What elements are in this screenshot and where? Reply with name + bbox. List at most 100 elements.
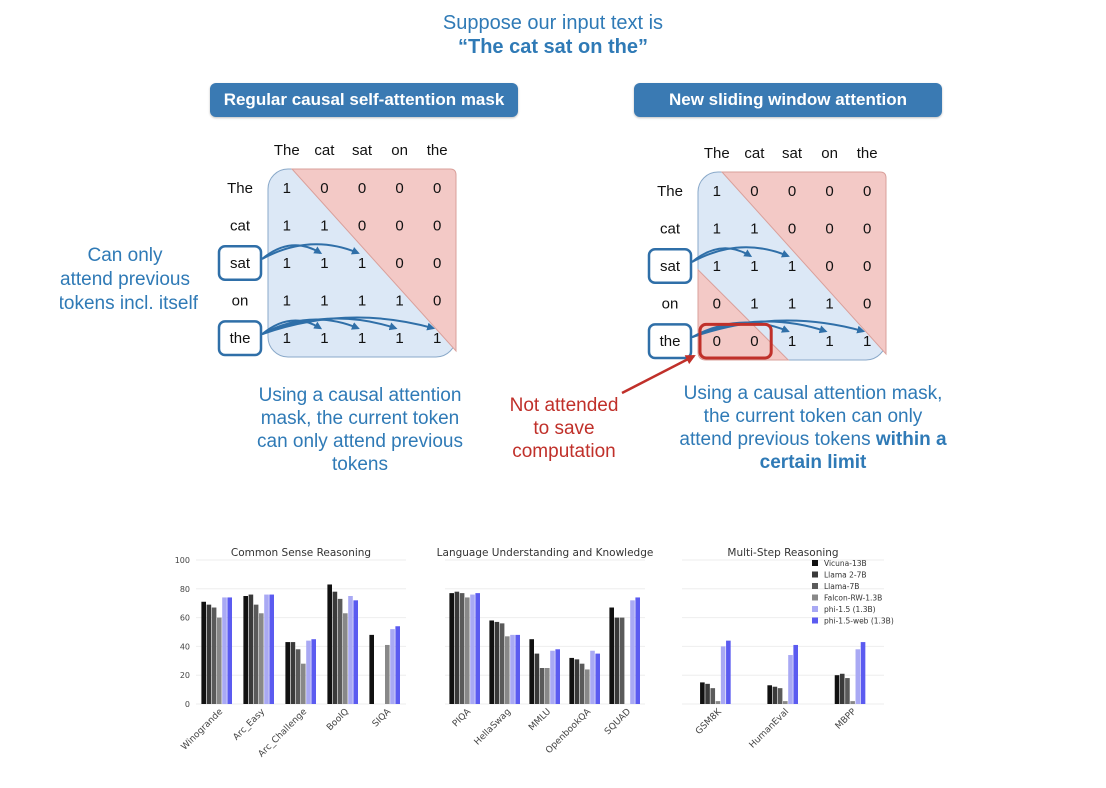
legend-swatch [812, 594, 818, 601]
right-cell-value: 1 [788, 296, 796, 313]
y-tick-label: 80 [180, 585, 190, 594]
not-attended-note-line-1: Not attended [509, 395, 619, 416]
bar-undefined [630, 600, 635, 704]
bar-vicuna-13b [327, 584, 332, 704]
bar-undefined [772, 686, 778, 704]
bar-undefined [700, 682, 705, 704]
bar-phi-1-5-1-3b- [348, 596, 353, 704]
left-col-label: The [274, 142, 300, 159]
left-caption-line-4: tokens [332, 454, 388, 475]
right-panel-title: New sliding window attention [634, 83, 942, 117]
bar-undefined [555, 649, 560, 704]
bar-undefined [539, 668, 545, 704]
left-cell-value: 1 [320, 330, 328, 347]
left-cell-value: 1 [283, 255, 291, 272]
left-cell-value: 0 [433, 180, 441, 197]
legend-swatch [812, 583, 818, 589]
bar-undefined [855, 649, 861, 704]
legend-swatch [812, 606, 818, 612]
right-cell-value: 1 [713, 220, 721, 237]
left-row-label: on [232, 293, 249, 310]
right-row-label: cat [660, 220, 681, 237]
left-cell-value: 1 [358, 330, 366, 347]
legend-swatch [812, 571, 818, 578]
right-cell-value: 1 [863, 333, 871, 350]
page-title: Suppose our input text is [442, 12, 664, 34]
chart-title: Multi-Step Reasoning [727, 547, 838, 559]
right-cell-value: 0 [713, 333, 721, 350]
left-attend-arrow [261, 316, 436, 336]
x-tick-label: MBPP [834, 707, 859, 732]
left-cell-value: 1 [395, 330, 403, 347]
left-cell-value: 1 [320, 293, 328, 310]
right-cell-value: 1 [825, 296, 833, 313]
bar-phi-1-5-1-3b- [264, 594, 269, 704]
bar-vicuna-13b [201, 601, 206, 704]
bar-phi-1-5-1-3b- [306, 640, 311, 704]
bar-undefined [459, 593, 465, 704]
left-masked-triangle [290, 168, 457, 353]
x-tick-label: BoolQ [325, 707, 351, 733]
bar-phi-1-5-web-1-3b- [227, 597, 232, 704]
left-cell-value: 0 [433, 293, 441, 310]
right-row-label: the [660, 333, 681, 350]
bar-undefined [614, 617, 620, 704]
left-attend-arrow [261, 319, 323, 335]
side-note-line-1: Can only [87, 245, 163, 266]
left-row-label: The [227, 180, 253, 197]
y-tick-label: 20 [180, 671, 190, 680]
bar-phi-1-5-1-3b- [222, 597, 227, 704]
not-attended-arrow [621, 354, 696, 395]
left-panel-title: Regular causal self-attention mask [210, 83, 518, 117]
bar-undefined [834, 675, 840, 704]
right-col-label: the [857, 145, 878, 162]
bar-undefined [585, 669, 590, 704]
bar-undefined [720, 646, 726, 704]
bar-phi-1-5-web-1-3b- [311, 639, 316, 704]
left-cell-value: 1 [283, 217, 291, 234]
right-cell-value: 0 [750, 333, 758, 350]
chart-title: Common Sense Reasoning [231, 547, 371, 559]
right-caption-line-3: attend previous tokens within a [679, 429, 947, 450]
x-tick-label: MMLU [527, 707, 553, 733]
side-note-line-3: tokens incl. itself [60, 293, 198, 314]
left-cell-value: 0 [433, 255, 441, 272]
bar-undefined [569, 657, 574, 704]
left-attend-arrow [261, 244, 323, 260]
bar-undefined [529, 639, 534, 704]
right-cell-value: 1 [750, 220, 758, 237]
right-caption-line-2: the current token can only [703, 406, 923, 427]
bar-vicuna-13b [369, 634, 374, 704]
right-caption-line-4: certain limit [759, 452, 867, 473]
left-col-label: the [427, 142, 448, 159]
x-tick-label: SIQA [371, 706, 394, 729]
right-cell-value: 0 [825, 183, 833, 200]
left-cell-value: 1 [358, 293, 366, 310]
left-caption-line-2: mask, the current token [260, 408, 460, 429]
bar-undefined [465, 597, 470, 704]
y-tick-label: 100 [175, 556, 190, 565]
left-col-label: on [391, 142, 408, 159]
not-attended-box [698, 322, 773, 360]
left-col-label: cat [314, 142, 335, 159]
left-cell-value: 1 [283, 330, 291, 347]
right-row-label: sat [660, 258, 681, 275]
bar-llama-7b [253, 604, 259, 704]
right-attend-arrow [691, 319, 866, 339]
bar-undefined [839, 673, 845, 704]
right-cell-value: 0 [788, 220, 796, 237]
bar-llama-2-7b [206, 604, 212, 704]
y-tick-label: 60 [180, 614, 190, 623]
bar-falcon-rw-1-3b [259, 613, 264, 704]
left-cell-value: 0 [358, 180, 366, 197]
left-cell-value: 0 [395, 180, 403, 197]
bar-falcon-rw-1-3b [385, 644, 390, 704]
y-tick-label: 40 [180, 642, 190, 651]
legend-swatch [812, 560, 818, 566]
left-cell-value: 0 [320, 180, 328, 197]
bar-undefined [777, 688, 783, 704]
right-col-label: The [704, 145, 730, 162]
bar-falcon-rw-1-3b [343, 613, 348, 704]
bar-undefined [494, 621, 500, 704]
bar-undefined [726, 640, 731, 704]
